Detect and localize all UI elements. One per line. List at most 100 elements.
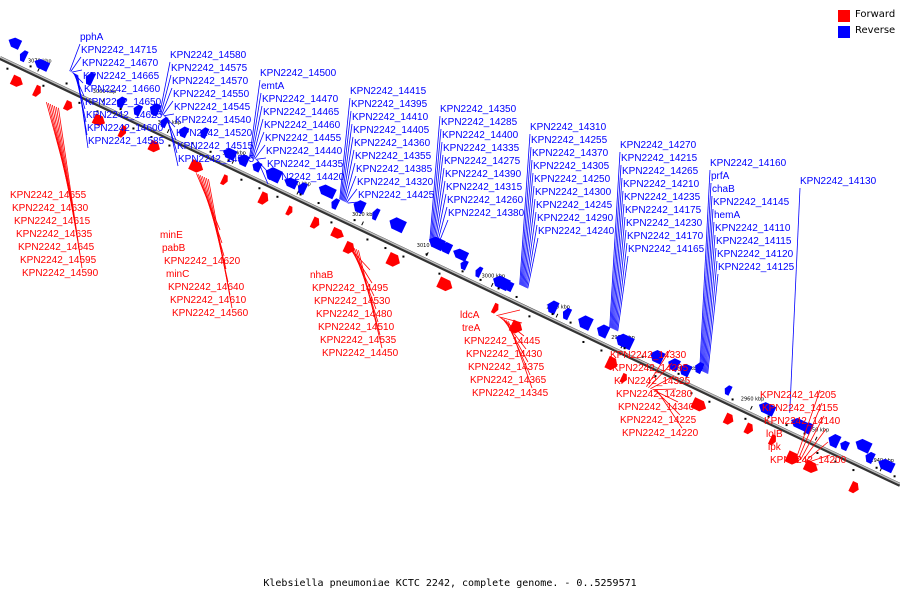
forward-gene-shape [220, 174, 228, 186]
forward-gene-shape [147, 139, 160, 153]
forward-gene [330, 226, 344, 239]
reverse-gene [19, 50, 29, 63]
gene-label: KPN2242_14300 [535, 187, 612, 198]
gene-label: KPN2242_14630 [12, 203, 89, 214]
reverse-gene-shape [160, 117, 169, 129]
reverse-gene-shape [284, 177, 299, 190]
gene-label: KPN2242_14360 [354, 138, 431, 149]
scale-tick [490, 282, 494, 287]
label-leader [434, 180, 446, 245]
forward-gene [147, 139, 160, 153]
gene-label: KPN2242_14355 [355, 151, 432, 162]
gene-label: KPN2242_14370 [532, 148, 609, 159]
gene-label: KPN2242_14625 [86, 110, 163, 121]
label-leader [508, 321, 533, 389]
gene-label: KPN2242_14415 [350, 86, 427, 97]
reverse-gene [389, 217, 407, 234]
feature-mark [744, 417, 747, 420]
label-leader [506, 320, 531, 376]
label-leader [257, 160, 269, 185]
gene-label: KPN2242_14140 [764, 416, 841, 427]
feature-mark [875, 466, 878, 469]
gene-label: KPN2242_14110 [715, 223, 791, 234]
forward-gene [9, 74, 23, 87]
reverse-gene-shape [237, 154, 251, 168]
forward-gene-shape [784, 450, 800, 465]
forward-gene [604, 355, 618, 371]
reverse-gene [453, 248, 470, 262]
reverse-gene-shape [578, 315, 594, 331]
gene-label: KPN2242_14220 [622, 428, 699, 439]
label-leader [654, 390, 679, 403]
gene-label: KPN2242_14430 [466, 349, 543, 360]
reverse-gene-shape [8, 37, 23, 50]
forward-gene [62, 100, 73, 111]
label-leader [345, 175, 357, 203]
gene-label: KPN2242_14230 [626, 218, 703, 229]
label-leader [160, 74, 172, 115]
gene-label: hemA [714, 210, 740, 221]
label-leader [652, 388, 677, 391]
feature-mark [461, 270, 464, 273]
feature-mark [353, 219, 356, 222]
label-leader [700, 182, 712, 371]
gene-label: KPN2242_14310 [530, 122, 607, 133]
feature-mark [551, 313, 554, 316]
gene-label: chaB [712, 184, 735, 195]
gene-label: KPN2242_14240 [538, 226, 615, 237]
gene-label: KPN2242_14115 [716, 236, 792, 247]
feature-mark [623, 347, 626, 350]
label-leader [504, 319, 529, 363]
feature-mark [168, 144, 171, 147]
label-leader [343, 149, 355, 202]
label-leader [617, 255, 629, 332]
reverse-gene-shape [252, 161, 263, 173]
label-leader [704, 234, 716, 373]
gene-label: KPN2242_14530 [314, 296, 391, 307]
gene-label: KPN2242_14610 [170, 295, 247, 306]
label-leader [796, 389, 821, 459]
gene-label: ldcA [460, 310, 480, 321]
reverse-gene [353, 200, 367, 215]
gene-label: KPN2242_14175 [625, 205, 702, 216]
forward-gene [285, 205, 293, 216]
label-leader [613, 203, 625, 330]
label-leader [610, 164, 622, 328]
feature-mark [317, 202, 320, 205]
label-leader [699, 169, 711, 371]
label-leader [346, 188, 358, 203]
reverse-gene [440, 242, 454, 255]
forward-gene [767, 434, 776, 446]
scale-tick-label: 3010 kbp [417, 243, 441, 249]
gene-label: lolB [766, 429, 783, 440]
gene-label: KPN2242_14505 [178, 154, 255, 165]
label-leader [789, 187, 801, 413]
gene-label: KPN2242_14380 [448, 208, 525, 219]
gene-label: KPN2242_14200 [770, 455, 847, 466]
reverse-gene [724, 385, 733, 396]
scale-tick-label: 2950 kbp [806, 427, 830, 433]
gene-label: KPN2242_14385 [356, 164, 433, 175]
reverse-gene-shape [19, 50, 29, 63]
reverse-gene [668, 358, 681, 372]
reverse-gene [8, 37, 23, 50]
gene-label: KPN2242_14495 [312, 283, 389, 294]
gene-label: KPN2242_14440 [266, 146, 343, 157]
reverse-gene-shape [200, 127, 210, 140]
gene-label: KPN2242_14170 [627, 231, 704, 242]
feature-mark [276, 195, 279, 198]
reverse-gene [616, 333, 635, 351]
gene-label: KPN2242_14410 [352, 112, 429, 123]
forward-gene-shape [743, 422, 754, 435]
gene-label: KPN2242_14425 [358, 190, 435, 201]
gene-label: KPN2242_14145 [713, 197, 790, 208]
reverse-gene-shape [650, 350, 666, 365]
gene-label: KPN2242_14620 [164, 256, 241, 267]
feature-mark [150, 136, 153, 139]
scale-tick [102, 98, 105, 103]
feature-mark [65, 82, 68, 85]
gene-label: KPN2242_14260 [447, 195, 524, 206]
reverse-gene [506, 281, 515, 293]
gene-label: KPN2242_14510 [318, 322, 395, 333]
gene-label: KPN2242_14390 [445, 169, 522, 180]
